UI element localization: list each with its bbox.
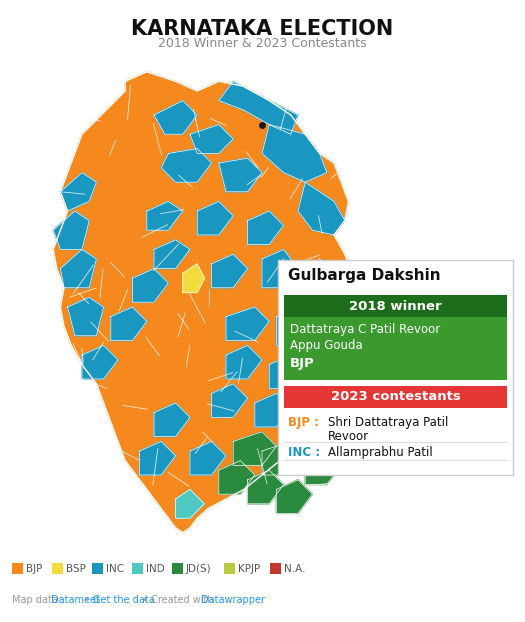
Text: INC :: INC : [288, 446, 320, 459]
Bar [224, 563, 235, 574]
Bar [284, 295, 507, 317]
Text: Shri Dattatraya Patil: Shri Dattatraya Patil [328, 416, 448, 429]
Text: Get the data: Get the data [93, 595, 154, 605]
Text: Datawrapper: Datawrapper [201, 595, 265, 605]
Text: BSP: BSP [66, 564, 86, 573]
Bar [284, 295, 507, 380]
Text: 2018 Winner & 2023 Contestants: 2018 Winner & 2023 Contestants [158, 37, 366, 50]
Text: •: • [81, 595, 93, 605]
Bar [172, 563, 183, 574]
Text: • Created with: • Created with [139, 595, 217, 605]
Text: KPJP: KPJP [238, 564, 260, 573]
Text: Allamprabhu Patil: Allamprabhu Patil [328, 446, 433, 459]
Bar [12, 563, 23, 574]
Text: BJP :: BJP : [288, 416, 319, 429]
Bar [52, 563, 63, 574]
Bar [278, 260, 513, 475]
Text: Datameet: Datameet [50, 595, 99, 605]
Text: Revoor: Revoor [328, 430, 369, 443]
Text: BJP: BJP [26, 564, 43, 573]
Text: INC: INC [106, 564, 124, 573]
Text: N.A.: N.A. [284, 564, 306, 573]
Bar [92, 563, 103, 574]
Text: KARNATAKA ELECTION: KARNATAKA ELECTION [131, 19, 393, 39]
Text: Dattatraya C Patil Revoor: Dattatraya C Patil Revoor [290, 323, 440, 336]
Text: 2023 contestants: 2023 contestants [331, 391, 460, 404]
Text: 2018 winner: 2018 winner [349, 300, 442, 312]
Text: IND: IND [146, 564, 165, 573]
Text: JD(S): JD(S) [186, 564, 212, 573]
Text: BJP: BJP [290, 357, 315, 370]
Text: Gulbarga Dakshin: Gulbarga Dakshin [288, 268, 440, 283]
Text: Appu Gouda: Appu Gouda [290, 339, 363, 352]
Text: Map data:: Map data: [12, 595, 64, 605]
Bar [284, 386, 507, 408]
Bar [270, 563, 281, 574]
Bar [132, 563, 143, 574]
